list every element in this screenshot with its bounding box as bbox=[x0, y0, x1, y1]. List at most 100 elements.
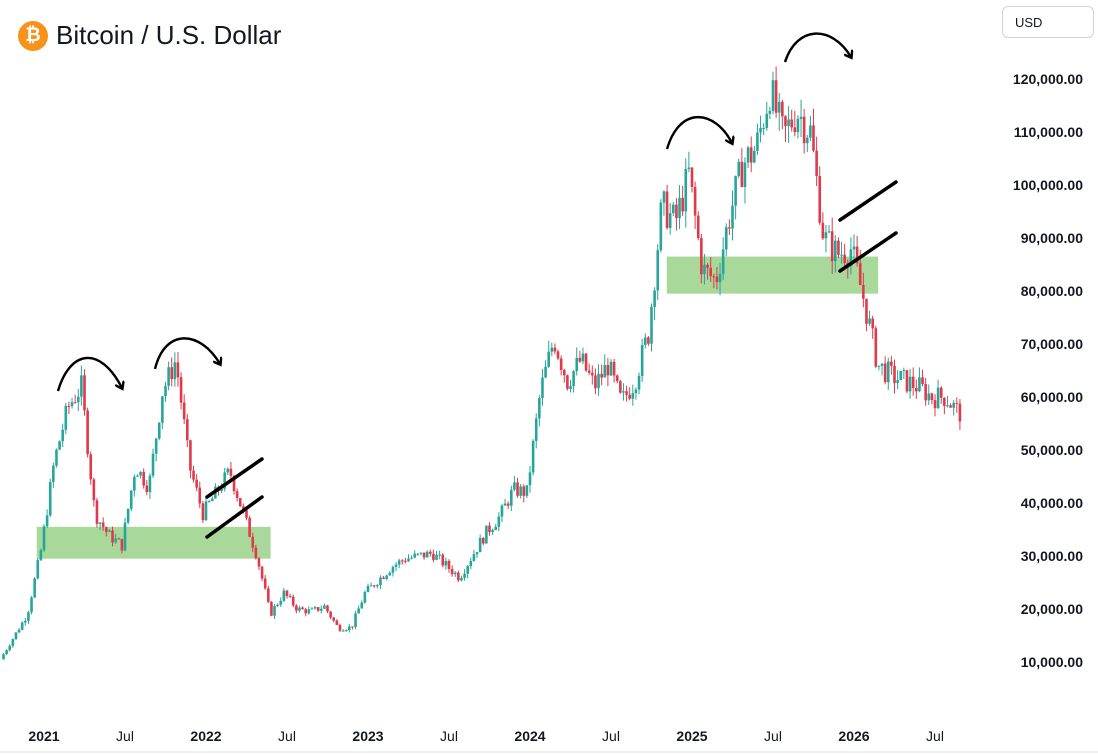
candle bbox=[721, 237, 725, 281]
candle bbox=[949, 403, 952, 408]
candle bbox=[42, 524, 46, 553]
candle bbox=[930, 392, 934, 405]
candle bbox=[749, 136, 753, 173]
candle bbox=[366, 583, 370, 593]
support-zone-1 bbox=[36, 526, 271, 559]
candle bbox=[210, 496, 214, 502]
candle bbox=[715, 266, 719, 290]
candle bbox=[229, 461, 233, 481]
candle bbox=[958, 399, 962, 431]
candle bbox=[338, 623, 342, 632]
candle bbox=[400, 559, 404, 565]
candle bbox=[746, 145, 750, 169]
candle bbox=[307, 606, 311, 615]
candle bbox=[877, 365, 881, 371]
candle bbox=[170, 357, 174, 387]
candle bbox=[145, 480, 149, 496]
candle bbox=[64, 402, 68, 434]
candle bbox=[453, 571, 457, 578]
price-axis[interactable]: 10,000.00 20,000.00 30,000.00 40,000.00 50,0… bbox=[1013, 71, 1083, 670]
candle bbox=[55, 448, 58, 468]
candle bbox=[815, 136, 818, 187]
x-tick-label: 2024 bbox=[514, 728, 545, 744]
candle bbox=[615, 374, 619, 384]
candle bbox=[319, 605, 323, 614]
x-tick-label: Jul bbox=[602, 728, 620, 744]
candle bbox=[899, 370, 903, 381]
candle bbox=[921, 369, 924, 387]
reversal-arc-2 bbox=[153, 337, 220, 370]
currency-button[interactable]: USD bbox=[1002, 6, 1094, 38]
candle bbox=[441, 553, 445, 568]
candle bbox=[600, 364, 603, 386]
candle bbox=[348, 623, 351, 633]
candle bbox=[251, 532, 255, 553]
candle bbox=[503, 498, 507, 506]
candle bbox=[413, 550, 417, 559]
candle bbox=[787, 106, 790, 143]
candle bbox=[799, 99, 803, 138]
candle bbox=[235, 488, 239, 502]
candle bbox=[852, 234, 856, 263]
candle bbox=[223, 467, 226, 492]
x-tick-label: 2023 bbox=[352, 728, 383, 744]
candle bbox=[943, 397, 946, 415]
candle bbox=[883, 356, 887, 385]
candle bbox=[700, 233, 703, 284]
candle bbox=[478, 534, 482, 553]
candle bbox=[432, 549, 435, 563]
candle bbox=[724, 223, 728, 257]
candle bbox=[516, 477, 519, 498]
candle bbox=[672, 202, 675, 217]
candle bbox=[86, 407, 89, 458]
candle bbox=[634, 387, 638, 400]
candle bbox=[905, 370, 909, 394]
candle bbox=[631, 384, 635, 406]
candle bbox=[696, 211, 700, 241]
candle bbox=[653, 287, 656, 321]
candle bbox=[80, 365, 83, 406]
candle bbox=[865, 298, 868, 332]
candle bbox=[506, 501, 510, 510]
time-axis[interactable]: 2021 Jul 2022 Jul 2023 Jul 2024 Jul 2025 Jul 2026 J… bbox=[0, 728, 1098, 753]
candle bbox=[933, 394, 937, 417]
candle bbox=[419, 552, 423, 556]
x-tick-label: Jul bbox=[764, 728, 782, 744]
candle bbox=[273, 604, 276, 619]
candle bbox=[534, 413, 538, 449]
reversal-arc-3 bbox=[665, 116, 732, 150]
candle bbox=[298, 605, 301, 613]
candle bbox=[198, 481, 202, 509]
candle bbox=[5, 649, 8, 656]
y-tick-label: 30,000.00 bbox=[1021, 548, 1083, 564]
candle bbox=[254, 544, 258, 560]
candle bbox=[936, 379, 940, 409]
candle bbox=[263, 574, 267, 590]
candle bbox=[513, 476, 516, 492]
candle bbox=[488, 522, 491, 536]
candle bbox=[279, 597, 283, 607]
candle bbox=[385, 574, 388, 581]
candle bbox=[136, 474, 139, 477]
candle bbox=[640, 338, 644, 382]
candle bbox=[161, 395, 164, 429]
candle bbox=[326, 604, 329, 614]
candle bbox=[316, 606, 320, 612]
candle bbox=[703, 253, 706, 285]
candle bbox=[753, 145, 756, 164]
candle bbox=[354, 610, 357, 630]
candle bbox=[681, 185, 684, 216]
x-tick-label: 2026 bbox=[838, 728, 869, 744]
candle bbox=[435, 550, 438, 561]
candle bbox=[382, 575, 385, 580]
candle bbox=[622, 383, 625, 401]
candle bbox=[619, 379, 622, 394]
candle bbox=[510, 485, 513, 512]
candle bbox=[450, 565, 454, 577]
candle bbox=[288, 593, 292, 598]
candle bbox=[416, 553, 420, 556]
candle bbox=[665, 184, 669, 230]
candle bbox=[874, 325, 878, 369]
symbol-title: Bitcoin / U.S. Dollar bbox=[56, 20, 282, 50]
